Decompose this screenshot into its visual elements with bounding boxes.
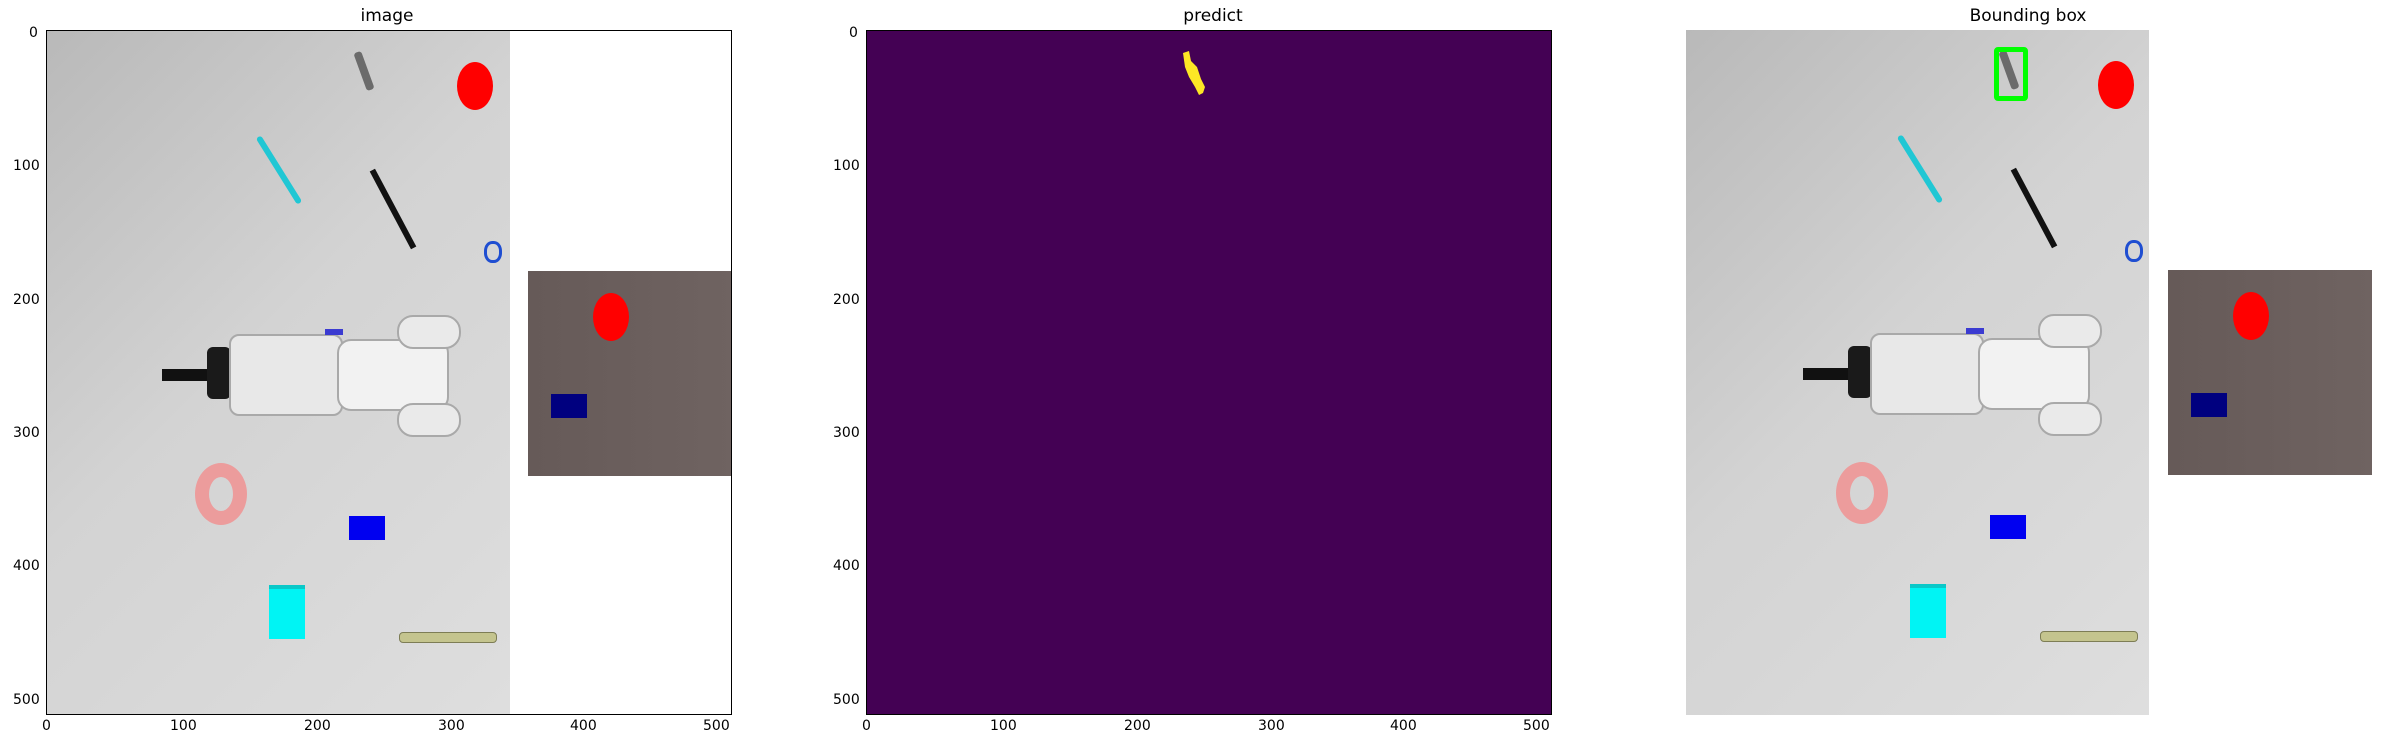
panel-title-bounding-box: Bounding box <box>1969 6 2087 26</box>
blue-block-icon <box>349 516 385 540</box>
navy-block-icon <box>2191 393 2227 417</box>
red-disk-icon <box>457 62 493 110</box>
y-tick: 300 <box>833 425 860 441</box>
mask-segment <box>1183 51 1205 95</box>
x-tick: 0 <box>42 718 51 734</box>
cube-icon <box>1910 584 1946 638</box>
bounding-box <box>1994 47 2028 101</box>
x-tick: 400 <box>1390 718 1417 734</box>
red-disk-icon <box>2233 292 2269 340</box>
pink-disk-icon <box>1836 462 1888 524</box>
nut-icon <box>2125 240 2143 262</box>
y-tick: 100 <box>833 158 860 174</box>
x-tick: 300 <box>1258 718 1285 734</box>
panel-title-image: image <box>360 6 414 26</box>
mask-background <box>867 31 1551 714</box>
spanner-icon <box>399 632 497 643</box>
pink-disk-icon <box>195 463 247 525</box>
y-tick: 500 <box>833 692 860 708</box>
side-table <box>528 271 731 476</box>
predict-frame <box>866 30 1552 715</box>
x-tick: 300 <box>438 718 465 734</box>
cube-icon <box>269 585 305 639</box>
y-tick: 200 <box>833 292 860 308</box>
x-tick: 100 <box>990 718 1017 734</box>
scene-image <box>47 31 731 714</box>
scene-bounding-box <box>1686 30 2372 715</box>
side-table <box>2168 270 2372 475</box>
blue-block-icon <box>1990 515 2026 539</box>
x-tick: 500 <box>1523 718 1550 734</box>
spanner-icon <box>2040 631 2138 642</box>
x-tick: 200 <box>304 718 331 734</box>
panel-title-predict: predict <box>1183 6 1243 26</box>
x-tick: 400 <box>570 718 597 734</box>
x-tick: 200 <box>1124 718 1151 734</box>
x-tick: 0 <box>862 718 871 734</box>
x-tick: 500 <box>703 718 730 734</box>
y-tick: 300 <box>13 425 40 441</box>
y-tick: 200 <box>13 292 40 308</box>
navy-block-icon <box>551 394 587 418</box>
x-tick: 100 <box>170 718 197 734</box>
red-disk-icon <box>593 293 629 341</box>
y-tick: 400 <box>13 558 40 574</box>
nut-icon <box>484 241 502 263</box>
y-tick: 0 <box>849 25 858 41</box>
image-frame <box>46 30 732 715</box>
y-tick: 500 <box>13 692 40 708</box>
y-tick: 400 <box>833 558 860 574</box>
y-tick: 100 <box>13 158 40 174</box>
red-disk-icon <box>2098 61 2134 109</box>
y-tick: 0 <box>29 25 38 41</box>
